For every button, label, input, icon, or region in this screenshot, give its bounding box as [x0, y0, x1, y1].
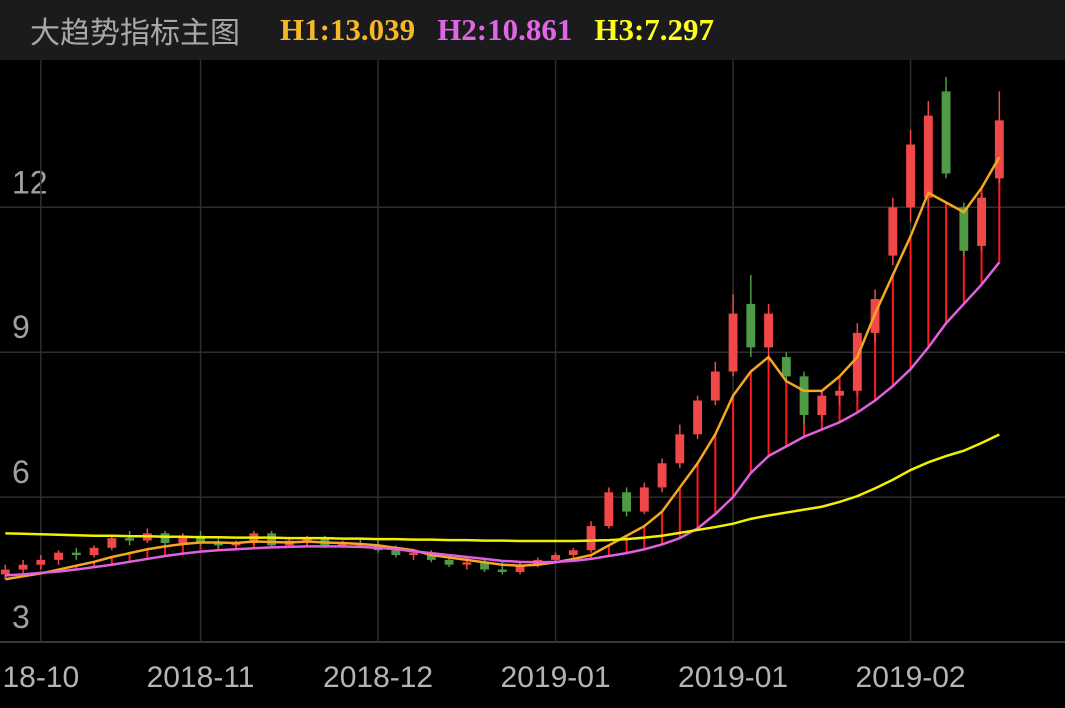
candle-body — [267, 533, 277, 546]
candle-body — [391, 550, 401, 556]
candle-body — [977, 197, 987, 246]
candle-body — [515, 564, 525, 572]
x-tick-label: 2019-02 — [856, 661, 966, 694]
candle-body — [764, 313, 774, 348]
indicator-line — [5, 433, 1000, 543]
candle-body — [941, 91, 951, 174]
candle-body — [409, 552, 419, 556]
candle-body — [622, 492, 632, 512]
candle-body — [604, 492, 614, 527]
candle-body — [693, 400, 703, 435]
y-tick-label: 3 — [12, 599, 30, 635]
candle-body — [107, 538, 117, 548]
candle-body — [923, 115, 933, 198]
candle-body — [746, 303, 756, 348]
y-tick-label: 12 — [12, 164, 48, 200]
y-tick-label: 9 — [12, 309, 30, 345]
series-value: H1:13.039 — [280, 12, 416, 47]
candle-body — [994, 120, 1004, 179]
candle-body — [568, 550, 578, 556]
candle-body — [781, 357, 791, 377]
candle-body — [89, 547, 99, 556]
candle-body — [462, 562, 472, 565]
candle-body — [906, 144, 916, 208]
candle-body — [959, 207, 969, 251]
candle-body — [657, 463, 667, 488]
candle-body — [196, 535, 206, 543]
candle-body — [54, 552, 64, 560]
y-tick-label: 6 — [12, 454, 30, 490]
candle-body — [444, 559, 454, 565]
candle-body — [799, 376, 809, 415]
candle-body — [36, 559, 46, 565]
chart-title: 大趋势指标主图 — [30, 16, 240, 51]
candle-body — [639, 487, 649, 512]
indicator-line — [5, 156, 1001, 581]
candle-body — [710, 371, 720, 401]
x-tick-label: 2018-12 — [323, 661, 433, 694]
candle-body — [551, 555, 561, 560]
candle-body — [817, 395, 827, 415]
x-tick-label: 2018-11 — [147, 661, 255, 694]
candle-body — [675, 434, 685, 464]
candle-body — [18, 564, 28, 570]
candle-body — [586, 526, 596, 551]
candle-body — [71, 552, 81, 556]
indicator-line — [5, 261, 1001, 577]
candle-body — [0, 569, 10, 575]
x-tick-label: 18-10 — [2, 661, 79, 694]
header: 大趋势指标主图 H1:13.039 H2:10.861 H3:7.297 — [0, 0, 1065, 60]
series-value: H3:7.297 — [594, 12, 715, 47]
candle-body — [160, 533, 170, 543]
candle-body — [125, 538, 135, 541]
candle-body — [497, 569, 507, 572]
candle-body — [178, 535, 188, 543]
candle-body — [888, 207, 898, 256]
candle-body — [213, 542, 223, 546]
candle-body — [852, 332, 862, 391]
candle-body — [480, 562, 490, 570]
x-tick-label: 2019-01 — [678, 661, 788, 694]
candle-body — [728, 313, 738, 372]
x-tick-label: 2019-01 — [501, 661, 611, 694]
candle-body — [835, 390, 845, 396]
series-value: H2:10.861 — [437, 12, 573, 47]
